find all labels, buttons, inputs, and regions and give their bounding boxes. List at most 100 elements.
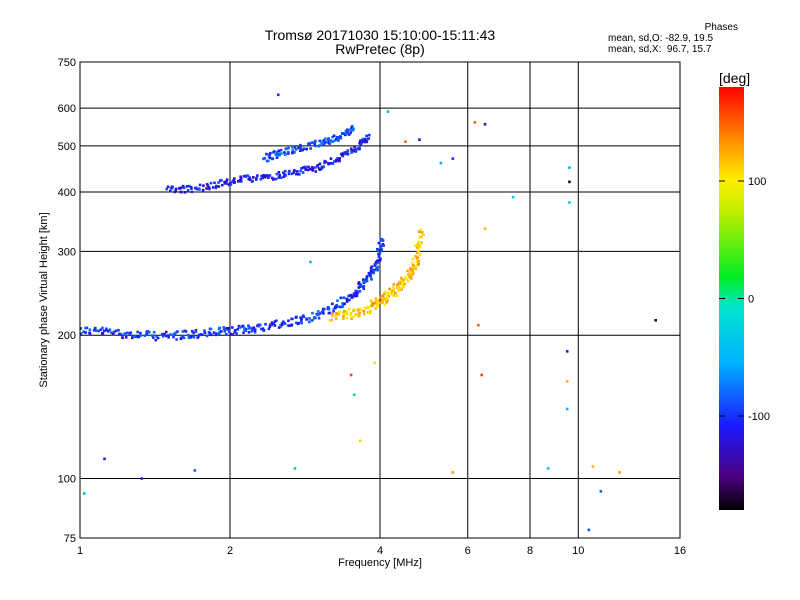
data-point (293, 467, 297, 470)
data-point (268, 153, 271, 156)
data-point (403, 282, 406, 286)
data-point (587, 528, 591, 532)
data-point (184, 330, 188, 333)
data-point (187, 336, 191, 340)
data-point (252, 176, 255, 179)
data-point (418, 244, 422, 247)
data-point (190, 329, 194, 333)
data-point (376, 261, 380, 265)
data-point (156, 336, 160, 340)
data-point (358, 311, 361, 315)
data-point (360, 142, 363, 145)
data-point (308, 167, 312, 171)
data-point (95, 329, 98, 333)
data-point (384, 290, 387, 294)
data-point (365, 275, 369, 278)
data-point (322, 312, 325, 315)
data-point (147, 331, 151, 334)
data-point (402, 285, 405, 288)
data-point (358, 439, 362, 443)
data-point (370, 265, 374, 268)
data-point (377, 255, 381, 259)
data-point (222, 327, 226, 331)
data-point (154, 338, 158, 342)
data-point (260, 327, 263, 331)
data-point (376, 300, 379, 304)
data-point (300, 319, 303, 322)
data-point (358, 285, 362, 289)
data-point (227, 330, 231, 334)
data-point (321, 140, 324, 144)
data-point (255, 176, 258, 180)
data-point (266, 159, 270, 163)
data-point (220, 330, 223, 333)
data-point (182, 186, 186, 190)
data-point (174, 331, 178, 335)
data-point (346, 149, 350, 153)
data-point (112, 330, 116, 334)
data-point (397, 285, 401, 288)
data-point (327, 311, 331, 315)
data-point (316, 310, 320, 313)
data-point (349, 311, 353, 315)
data-point (135, 335, 139, 339)
data-point (381, 294, 384, 298)
data-point (373, 262, 377, 266)
data-point (365, 140, 369, 144)
data-point (286, 324, 290, 327)
data-point (218, 330, 222, 334)
data-point (480, 373, 484, 377)
data-point (352, 292, 356, 295)
data-point (110, 331, 113, 334)
data-point (314, 170, 318, 173)
data-point (277, 152, 281, 155)
data-point (232, 178, 235, 182)
data-point (183, 191, 187, 194)
data-point (418, 245, 421, 249)
data-point (383, 292, 386, 295)
data-point (281, 320, 285, 324)
data-point (250, 180, 254, 183)
data-point (352, 293, 356, 297)
data-point (85, 326, 89, 330)
data-point (328, 318, 332, 322)
data-point (212, 331, 216, 334)
data-point (305, 147, 309, 151)
data-point (247, 327, 250, 330)
data-point (197, 333, 201, 337)
data-point (339, 135, 342, 139)
data-point (343, 302, 347, 306)
data-point (117, 328, 120, 332)
data-point (152, 330, 156, 334)
data-point (376, 248, 380, 252)
data-point (340, 153, 344, 157)
data-point (190, 190, 194, 194)
data-point (311, 311, 314, 315)
data-point (261, 327, 265, 331)
data-point (82, 330, 86, 334)
data-point (165, 334, 168, 338)
data-point (379, 301, 383, 305)
data-point (386, 298, 389, 302)
data-point (342, 296, 345, 300)
data-point (313, 315, 316, 319)
data-point (388, 287, 391, 291)
data-point (397, 286, 401, 290)
data-point (371, 302, 374, 305)
data-point (121, 336, 125, 339)
data-point (372, 269, 376, 273)
data-point (599, 490, 603, 493)
data-point (419, 228, 423, 232)
data-point (317, 144, 321, 147)
chart-title: Tromsø 20171030 15:10:00-15:11:43 (264, 27, 496, 43)
data-point (335, 312, 338, 315)
data-point (264, 322, 267, 326)
data-point (290, 323, 294, 327)
data-point (307, 165, 310, 169)
data-point (313, 142, 316, 146)
data-point (209, 327, 213, 331)
data-point (163, 332, 166, 336)
data-point (101, 332, 105, 335)
data-point (390, 291, 394, 294)
data-point (451, 471, 455, 474)
